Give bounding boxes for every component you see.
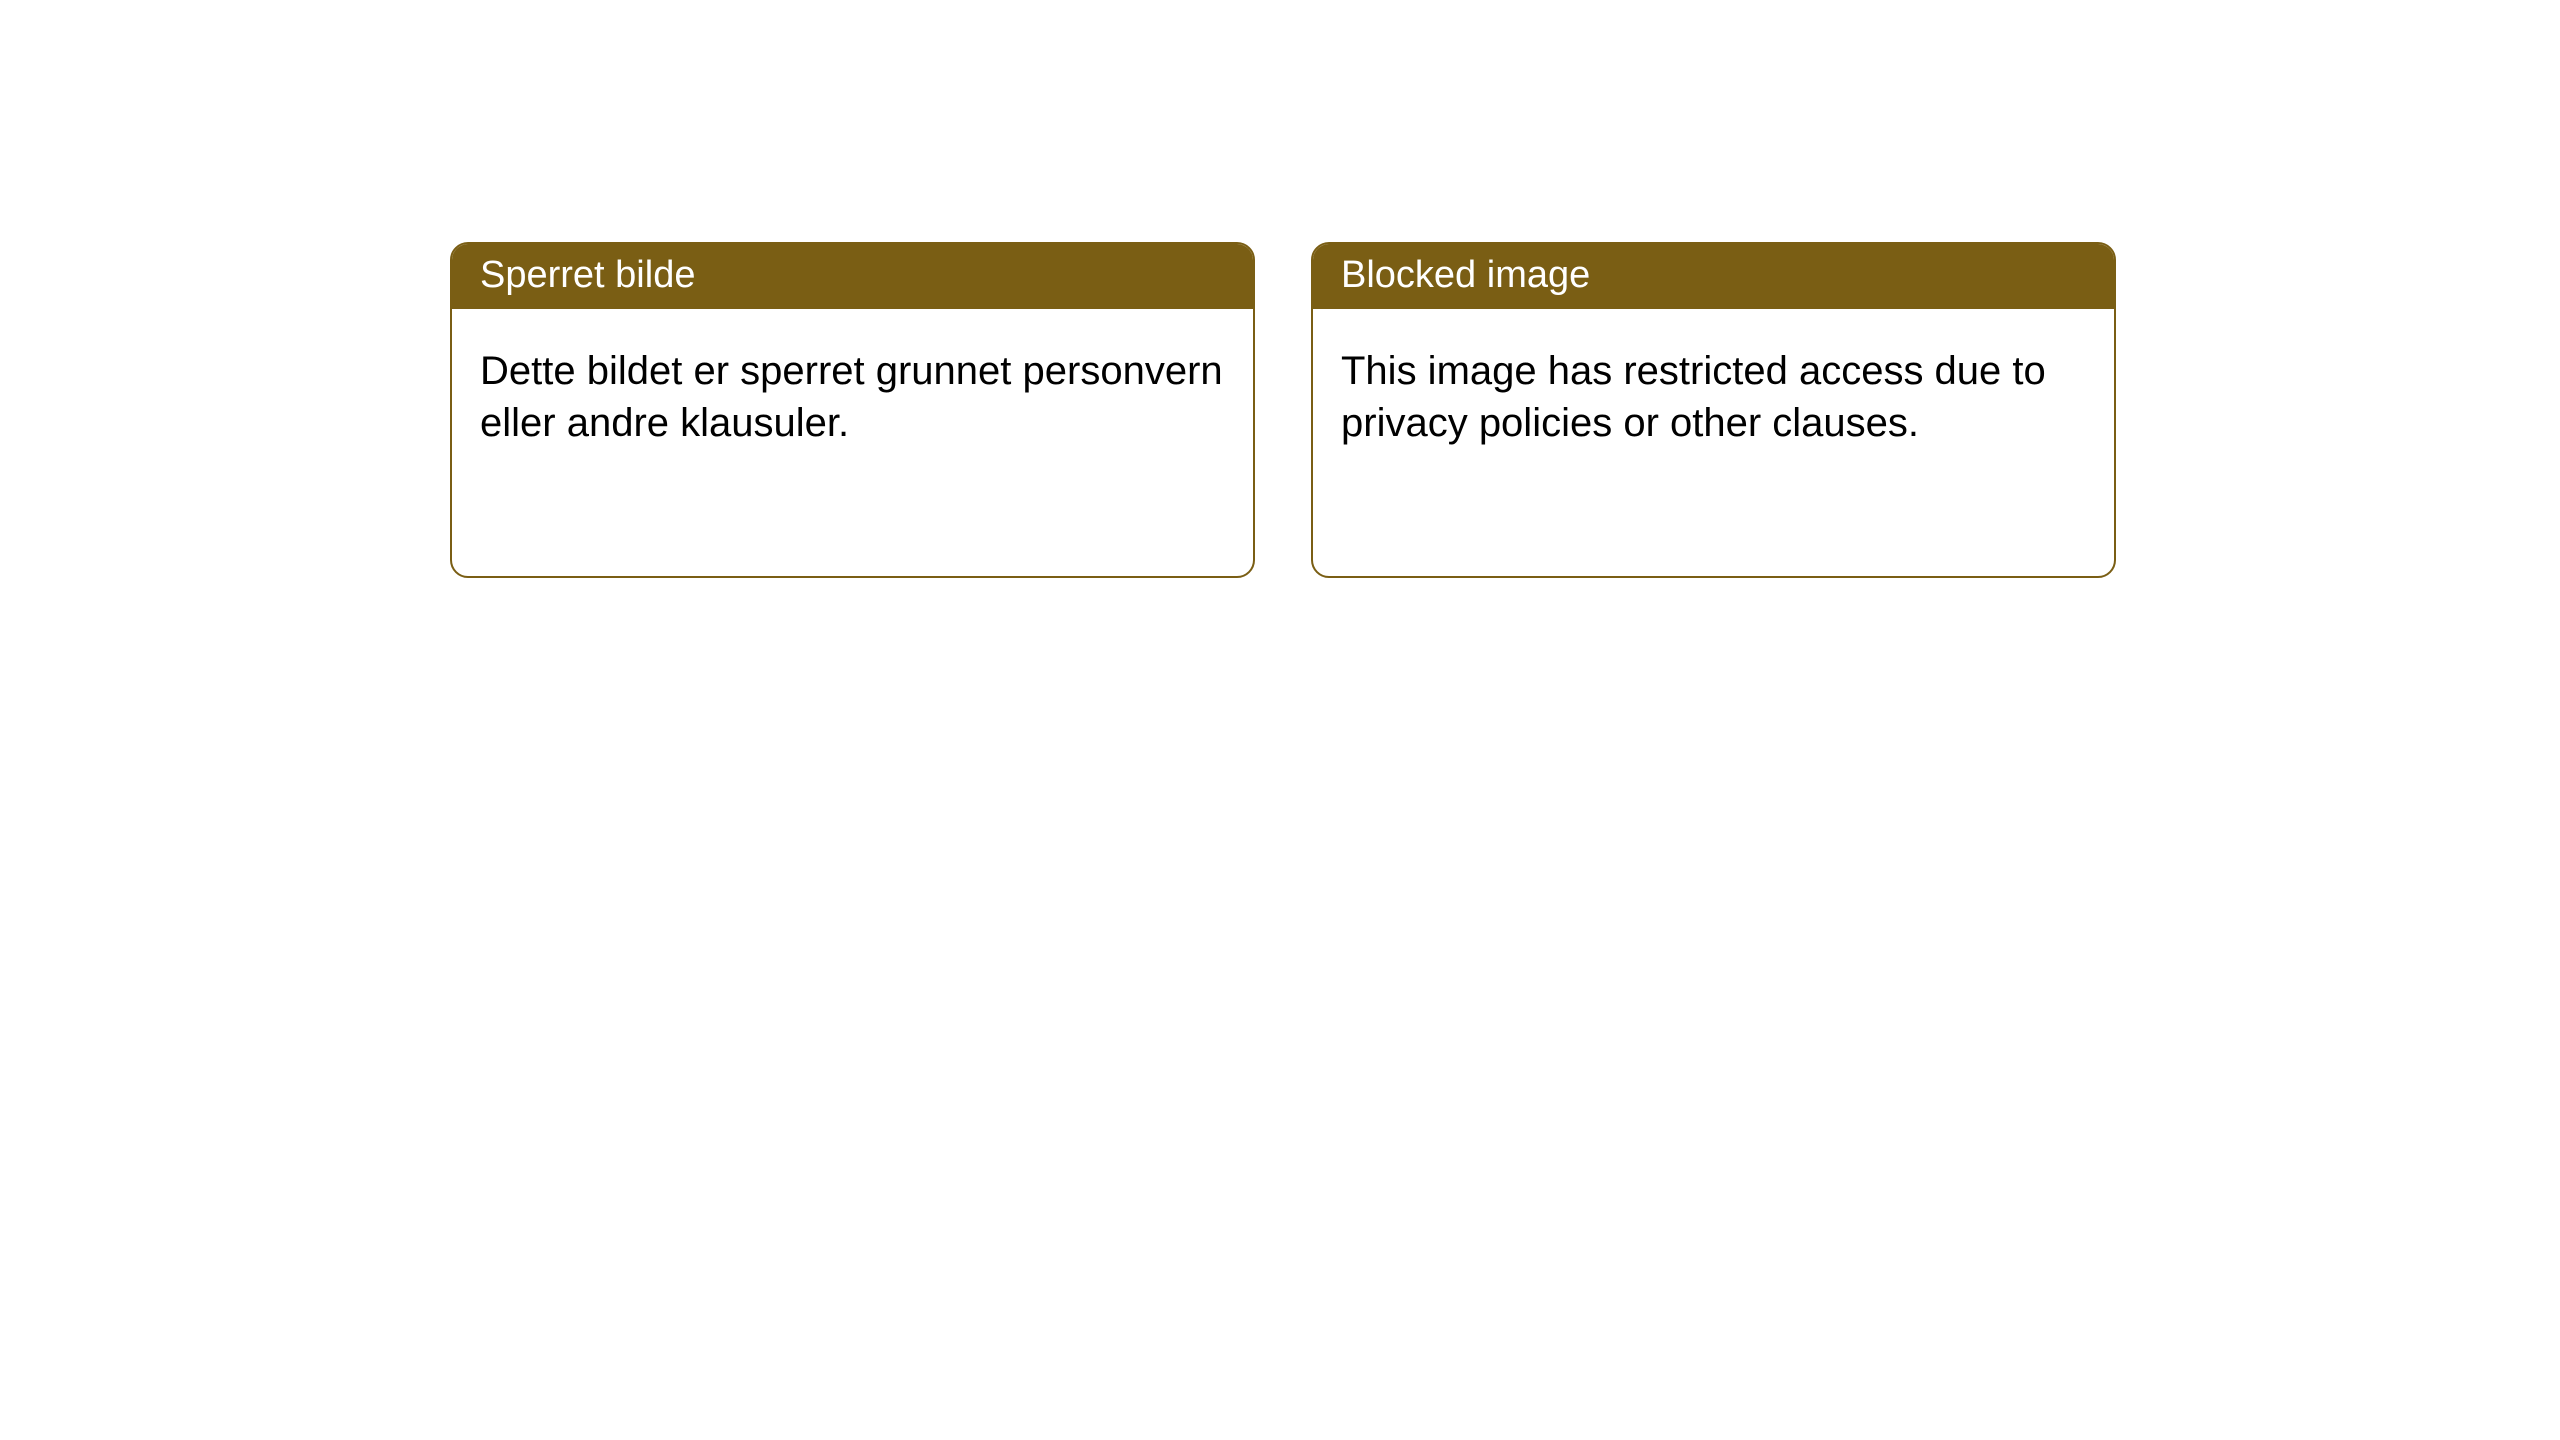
notice-container: Sperret bilde Dette bildet er sperret gr…: [0, 0, 2560, 578]
notice-text: This image has restricted access due to …: [1341, 349, 2046, 445]
notice-body: This image has restricted access due to …: [1313, 309, 2114, 485]
notice-card-english: Blocked image This image has restricted …: [1311, 242, 2116, 578]
notice-title: Blocked image: [1341, 254, 1590, 296]
notice-text: Dette bildet er sperret grunnet personve…: [480, 349, 1223, 445]
notice-title: Sperret bilde: [480, 254, 695, 296]
notice-header: Sperret bilde: [452, 244, 1253, 309]
notice-body: Dette bildet er sperret grunnet personve…: [452, 309, 1253, 485]
notice-card-norwegian: Sperret bilde Dette bildet er sperret gr…: [450, 242, 1255, 578]
notice-header: Blocked image: [1313, 244, 2114, 309]
